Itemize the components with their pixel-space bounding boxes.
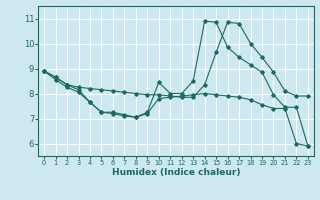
X-axis label: Humidex (Indice chaleur): Humidex (Indice chaleur) — [112, 168, 240, 177]
